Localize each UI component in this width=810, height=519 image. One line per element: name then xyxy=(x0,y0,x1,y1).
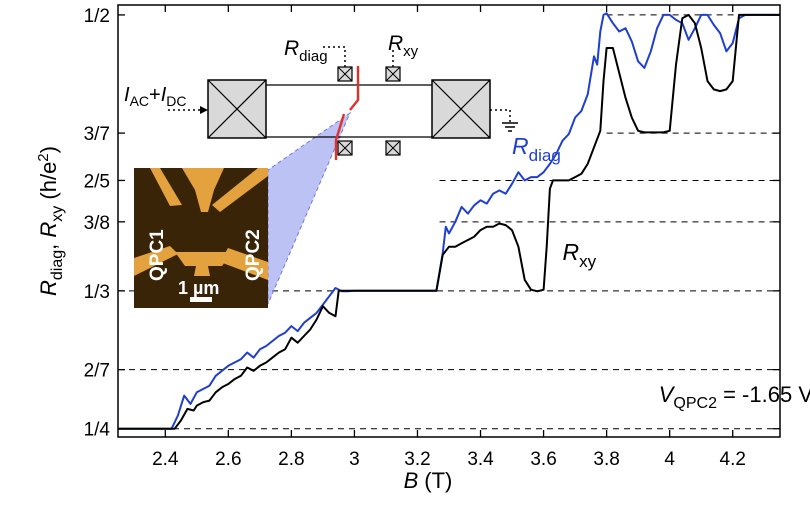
x-tick-label-9: 4.2 xyxy=(720,449,746,470)
x-tick-label-7: 3.8 xyxy=(593,449,619,470)
y-tick-labels: 1/4 2/7 1/3 3/8 2/5 3/7 1/2 xyxy=(84,6,111,441)
axes-ticks xyxy=(118,5,780,437)
qpc1-label: QPC1 xyxy=(147,229,168,281)
x-tick-labels: 2.4 2.6 2.8 3 3.2 3.4 3.6 3.8 4 4.2 xyxy=(152,449,746,470)
qpc-gate-bottom xyxy=(334,113,346,160)
y-tick-label-6: 1/2 xyxy=(84,6,110,27)
voltage-probe-top-left xyxy=(337,66,353,82)
ground-wire xyxy=(490,109,511,122)
series-line-r-xy xyxy=(118,13,780,430)
x-tick-label-0: 2.4 xyxy=(152,449,179,470)
x-tick-label-3: 3 xyxy=(349,449,360,470)
rxy-curve-label: Rxy xyxy=(562,239,596,271)
device-inset: IAC+IDC Rdiag Rxy QPC1 QPC2 1 µm xyxy=(124,32,518,308)
y-tick-label-5: 3/7 xyxy=(84,124,110,145)
qpc2-label: QPC2 xyxy=(243,229,264,281)
plot-frame xyxy=(117,4,781,438)
source-contact xyxy=(207,79,267,139)
drain-contact xyxy=(431,79,491,139)
current-label: IAC+IDC xyxy=(124,84,187,109)
zoom-wedge xyxy=(267,111,352,305)
y-axis-title: Rdiag, Rxy (h/e2) xyxy=(35,146,66,296)
inset-rxy-label: Rxy xyxy=(388,32,419,60)
rdiag-wire xyxy=(323,46,346,67)
y-tick-label-2: 1/3 xyxy=(84,282,110,303)
inset-rdiag-label: Rdiag xyxy=(284,37,328,65)
y-tick-label-3: 3/8 xyxy=(84,213,110,234)
gate-voltage-label: VQPC2 = -1.65 V xyxy=(659,382,810,412)
ground-icon xyxy=(502,122,518,132)
x-tick-label-6: 3.6 xyxy=(530,449,556,470)
series-group xyxy=(118,12,780,430)
voltage-probe-bottom-right xyxy=(385,140,401,156)
y-tick-label-1: 2/7 xyxy=(84,361,110,382)
x-tick-label-8: 4 xyxy=(664,449,675,470)
series-line-r-diag xyxy=(118,12,780,430)
sem-micrograph xyxy=(134,168,268,308)
voltage-probe-bottom-left xyxy=(337,140,353,156)
x-tick-label-1: 2.6 xyxy=(215,449,241,470)
x-tick-label-2: 2.8 xyxy=(278,449,304,470)
arrow-head-icon xyxy=(200,106,208,114)
x-axis-title: B (T) xyxy=(404,468,453,493)
y-tick-label-0: 1/4 xyxy=(84,420,111,441)
x-tick-label-4: 3.2 xyxy=(404,449,430,470)
x-tick-label-5: 3.4 xyxy=(467,449,494,470)
y-tick-label-4: 2/5 xyxy=(84,171,110,192)
scale-bar-label: 1 µm xyxy=(178,278,219,298)
rdiag-curve-label: Rdiag xyxy=(512,133,561,165)
qpc-gate-top xyxy=(349,66,360,111)
voltage-probe-top-right xyxy=(385,66,401,82)
